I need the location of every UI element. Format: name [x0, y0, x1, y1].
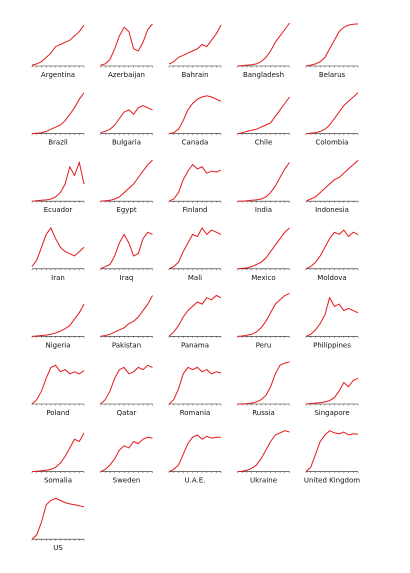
line: [31, 92, 85, 135]
chart-title: Nigeria: [45, 341, 70, 349]
line: [100, 295, 153, 337]
chart-title: Somalia: [44, 477, 72, 485]
chart-title: Canada: [182, 139, 209, 147]
chart-title: Indonesia: [315, 206, 349, 214]
line: [100, 436, 153, 473]
chart-title: Colombia: [316, 139, 349, 147]
line: [168, 163, 222, 202]
chart-title: Romania: [180, 409, 211, 417]
line: [100, 231, 153, 270]
line: [305, 229, 359, 270]
chart-title: Mali: [188, 274, 202, 282]
chart-title: Bangladesh: [243, 71, 284, 79]
line: [31, 303, 85, 337]
line: [305, 377, 359, 405]
line: [100, 105, 153, 134]
chart-title: Philippines: [313, 341, 351, 349]
chart-title: Bulgaria: [112, 139, 141, 147]
line: [237, 430, 290, 473]
chart-title: Ukraine: [250, 477, 277, 485]
line: [100, 23, 153, 66]
line: [31, 226, 85, 267]
line: [168, 95, 222, 135]
chart-title: Peru: [256, 341, 272, 349]
chart-title: Bahrain: [181, 71, 208, 79]
chart-title: US: [53, 544, 63, 552]
line: [168, 366, 222, 405]
chart-title: Pakistan: [112, 341, 141, 349]
line: [31, 497, 85, 540]
chart-title: Russia: [252, 409, 275, 417]
chart-title: Sweden: [113, 477, 141, 485]
line: [31, 364, 85, 405]
chart-title: Mexico: [251, 274, 275, 282]
line: [31, 160, 85, 202]
line: [305, 430, 359, 472]
line: [305, 23, 359, 67]
chart-title: Belarus: [319, 71, 346, 79]
line: [168, 226, 222, 270]
line: [168, 434, 221, 473]
chart-title: Argentina: [41, 71, 75, 79]
line: [305, 92, 359, 135]
chart-title: Egypt: [116, 206, 136, 214]
line: [237, 96, 290, 135]
chart-title: Iran: [51, 274, 65, 282]
chart-title: India: [255, 206, 272, 214]
chart-title: Ecuador: [44, 206, 73, 214]
chart-title: U.A.E.: [185, 477, 206, 485]
chart-title: Finland: [182, 206, 207, 214]
chart-title: Azerbaijan: [108, 71, 145, 79]
line: [237, 292, 290, 337]
line: [305, 296, 359, 337]
line: [237, 162, 290, 202]
chart-title: Iraq: [120, 274, 134, 282]
chart-title: Chile: [255, 139, 273, 147]
line: [31, 432, 85, 473]
chart-title: Brazil: [48, 139, 68, 147]
chart-title: Singapore: [314, 409, 349, 417]
chart-title: Moldova: [317, 274, 346, 282]
line: [168, 24, 222, 65]
chart-title: Qatar: [117, 409, 137, 417]
chart-title: Panama: [181, 341, 209, 349]
line: [100, 364, 153, 405]
line: [100, 159, 153, 202]
line: [31, 24, 85, 66]
chart-title: Poland: [46, 409, 69, 417]
line: [237, 227, 290, 270]
line: [305, 159, 359, 202]
line: [237, 361, 290, 405]
chart-title: United Kingdom: [304, 477, 360, 485]
line: [237, 22, 290, 67]
line: [168, 294, 222, 337]
